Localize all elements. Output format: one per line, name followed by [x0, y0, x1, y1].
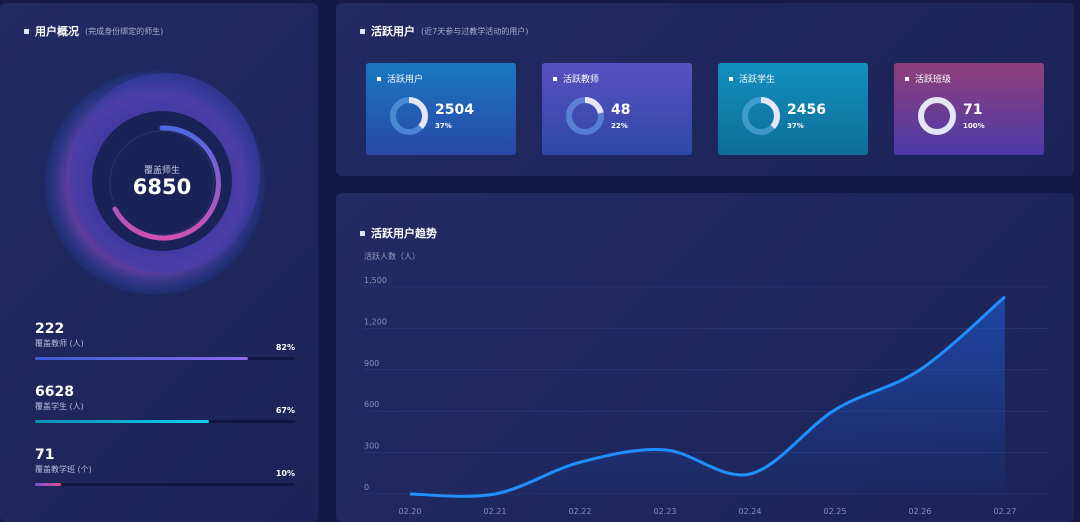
active-subtitle: (近7天参与过教学活动的用户): [421, 26, 529, 36]
active-users-panel: 活跃用户 (近7天参与过教学活动的用户) 活跃用户 2504 37% 活跃教师 48 2…: [336, 3, 1074, 176]
stat-value: 222: [35, 321, 65, 337]
trend-chart: 0 300 600 900 1,200 1,500 02.20 02.21 02.22 02.23…: [364, 276, 1048, 516]
coverage-value: 6850: [132, 175, 192, 199]
stat-percent: 82%: [275, 343, 295, 352]
card-value: 48: [611, 102, 631, 118]
y-tick-label: 1,200: [364, 317, 387, 326]
active-card[interactable]: 活跃班级 71 100%: [894, 63, 1044, 155]
stat-progress-bar: [35, 420, 295, 423]
trend-line: [409, 295, 1006, 498]
stat-label: 覆盖教师 (人): [35, 339, 84, 348]
stat-progress-bar: [35, 357, 295, 360]
x-tick-label: 02.22: [569, 507, 592, 516]
x-tick-label: 02.26: [909, 507, 932, 516]
stat-percent: 67%: [275, 406, 295, 415]
coverage-stat: 222 覆盖教师 (人) 82%: [35, 321, 295, 360]
trend-area: [410, 296, 1005, 497]
y-tick-label: 1,500: [364, 276, 387, 285]
card-percent: 100%: [963, 122, 985, 130]
active-title: 活跃用户 (近7天参与过教学活动的用户): [360, 23, 528, 39]
x-tick-label: 02.23: [654, 507, 677, 516]
stat-progress-fill: [35, 420, 210, 423]
stat-progress-fill: [35, 483, 61, 486]
coverage-stat: 6628 覆盖学生 (人) 67%: [35, 384, 295, 423]
active-card[interactable]: 活跃教师 48 22%: [542, 63, 692, 155]
y-tick-label: 900: [364, 359, 379, 368]
overview-title-text: 用户概况: [35, 25, 79, 38]
card-label: 活跃用户: [387, 75, 424, 85]
stat-progress-bar: [35, 483, 295, 486]
stat-label: 覆盖学生 (人): [35, 402, 84, 411]
user-overview-panel: 用户概况 (完成身份绑定的师生) 覆盖师生 6850 222 覆盖教师 (人) 82%…: [0, 3, 318, 522]
card-donut: [742, 97, 780, 135]
trend-title-text: 活跃用户趋势: [371, 227, 437, 240]
overview-title: 用户概况 (完成身份绑定的师生): [24, 23, 163, 39]
card-percent: 37%: [435, 122, 452, 130]
card-title: 活跃班级: [905, 72, 951, 85]
x-tick-label: 02.25: [824, 507, 847, 516]
x-tick-label: 02.21: [484, 507, 507, 516]
trend-panel: 活跃用户趋势 活跃人数（人） 0 300 600 900 1,200 1,500 02.20…: [336, 193, 1074, 522]
active-title-text: 活跃用户: [371, 25, 415, 38]
card-donut: [566, 97, 604, 135]
card-percent: 22%: [611, 122, 628, 130]
active-card[interactable]: 活跃用户 2504 37%: [366, 63, 516, 155]
stat-label: 覆盖教学班 (个): [35, 465, 92, 474]
coverage-stat: 71 覆盖教学班 (个) 10%: [35, 447, 295, 486]
card-title: 活跃用户: [377, 72, 423, 85]
card-value: 2456: [787, 102, 826, 118]
card-donut: [918, 97, 956, 135]
card-value: 2504: [435, 102, 474, 118]
y-tick-label: 0: [364, 483, 369, 492]
card-label: 活跃学生: [739, 75, 776, 85]
x-tick-label: 02.24: [739, 507, 762, 516]
card-title: 活跃学生: [729, 72, 775, 85]
card-percent: 37%: [787, 122, 804, 130]
y-tick-label: 300: [364, 442, 379, 451]
coverage-ring: [45, 71, 265, 295]
y-tick-label: 600: [364, 400, 379, 409]
active-card[interactable]: 活跃学生 2456 37%: [718, 63, 868, 155]
overview-subtitle: (完成身份绑定的师生): [85, 26, 164, 36]
card-label: 活跃教师: [563, 75, 600, 85]
stat-value: 71: [35, 447, 55, 463]
card-label: 活跃班级: [915, 75, 952, 85]
y-axis-label: 活跃人数（人）: [364, 252, 420, 261]
card-title: 活跃教师: [553, 72, 599, 85]
trend-title: 活跃用户趋势: [360, 225, 437, 241]
coverage-label: 覆盖师生: [143, 166, 180, 176]
x-tick-label: 02.27: [994, 507, 1017, 516]
stat-value: 6628: [35, 384, 74, 400]
stat-percent: 10%: [275, 469, 295, 478]
card-donut: [390, 97, 428, 135]
x-tick-label: 02.20: [399, 507, 422, 516]
card-value: 71: [963, 102, 983, 118]
stat-progress-fill: [35, 357, 249, 360]
